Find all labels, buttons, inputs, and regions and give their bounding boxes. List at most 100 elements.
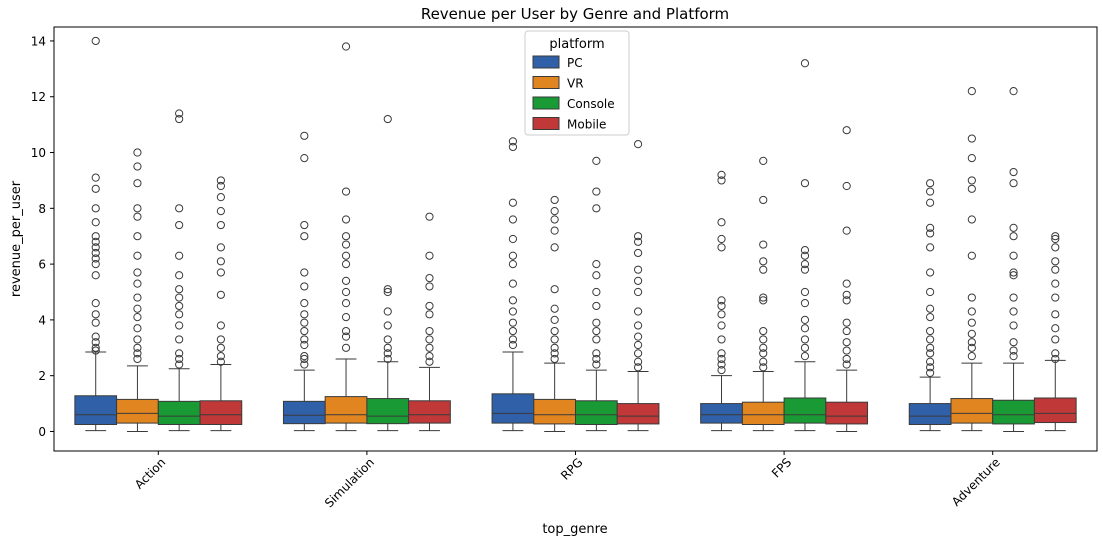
outlier-point xyxy=(300,232,309,241)
box-pc-fps xyxy=(700,170,743,432)
outlier-point xyxy=(550,343,559,352)
legend-label-pc: PC xyxy=(567,56,583,70)
outlier-point xyxy=(926,349,935,358)
box-body xyxy=(700,403,743,424)
outlier-point xyxy=(633,140,643,149)
outlier-point xyxy=(842,338,851,347)
x-tick-label: FPS xyxy=(769,455,794,480)
outlier-point xyxy=(133,162,142,171)
outlier-point xyxy=(800,343,810,352)
outlier-point xyxy=(717,218,726,227)
box-body xyxy=(199,400,243,425)
x-tick-label: Adventure xyxy=(949,455,1003,509)
outlier-point xyxy=(926,343,935,352)
outlier-point xyxy=(800,246,810,255)
legend-swatch-console xyxy=(532,96,560,110)
outlier-point xyxy=(508,142,518,152)
outlier-point xyxy=(133,304,142,313)
outlier-point xyxy=(91,310,100,319)
outlier-point xyxy=(300,335,309,344)
outlier-point xyxy=(1051,243,1060,252)
outlier-point xyxy=(300,220,309,230)
y-axis-label: revenue_per_user xyxy=(9,180,24,297)
outlier-point xyxy=(759,156,768,165)
outlier-point xyxy=(633,357,643,366)
outlier-point xyxy=(216,193,225,202)
y-tick-label: 8 xyxy=(38,202,46,216)
outlier-point xyxy=(300,131,309,140)
y-tick-label: 6 xyxy=(38,258,46,272)
outlier-point xyxy=(800,251,810,260)
box-body xyxy=(1033,397,1077,424)
box-body xyxy=(616,403,660,425)
outlier-point xyxy=(759,265,768,274)
box-console-fps xyxy=(783,59,827,432)
outlier-point xyxy=(91,318,100,327)
outlier-point xyxy=(633,232,643,241)
outlier-point xyxy=(341,232,351,241)
outlier-point xyxy=(1051,310,1060,319)
box-body xyxy=(74,395,118,426)
outlier-point xyxy=(300,340,309,350)
outlier-point xyxy=(759,296,768,305)
box-body xyxy=(741,401,785,425)
outlier-point xyxy=(759,349,768,358)
box-mobile-simulation xyxy=(408,212,451,432)
outlier-point xyxy=(759,195,768,205)
outlier-point xyxy=(717,234,726,244)
outlier-point xyxy=(508,215,518,224)
outlier-point xyxy=(508,251,518,260)
outlier-point xyxy=(300,154,309,163)
outlier-point xyxy=(133,335,142,344)
outlier-point xyxy=(425,343,434,352)
legend-label-vr: VR xyxy=(567,77,584,91)
outlier-point xyxy=(175,220,184,230)
box-console-rpg xyxy=(575,156,618,432)
y-tick-label: 12 xyxy=(31,90,46,104)
outlier-point xyxy=(300,326,309,336)
outlier-point xyxy=(1009,268,1018,277)
outlier-point xyxy=(216,268,225,277)
outlier-point xyxy=(759,363,768,372)
outlier-point xyxy=(300,360,309,369)
outlier-point xyxy=(1051,257,1060,266)
outlier-point xyxy=(383,343,392,352)
outlier-point xyxy=(926,357,935,366)
outlier-point xyxy=(91,218,100,227)
outlier-point xyxy=(508,137,518,146)
outlier-point xyxy=(717,301,726,311)
box-mobile-rpg xyxy=(616,140,660,432)
outlier-point xyxy=(133,212,142,221)
box-mobile-fps xyxy=(825,126,869,432)
outlier-point xyxy=(592,271,601,280)
outlier-point xyxy=(842,181,851,191)
outlier-point xyxy=(341,326,351,336)
outlier-point xyxy=(341,240,351,249)
outlier-point xyxy=(717,310,726,319)
outlier-point xyxy=(91,173,100,182)
outlier-point xyxy=(300,352,309,361)
box-pc-action xyxy=(74,36,118,432)
outlier-point xyxy=(1051,232,1060,241)
outlier-point xyxy=(926,187,935,196)
outlier-point xyxy=(759,343,768,352)
outlier-point xyxy=(717,170,726,179)
outlier-point xyxy=(800,315,810,324)
outlier-point xyxy=(425,301,434,311)
outlier-point xyxy=(842,290,851,299)
outlier-point xyxy=(1009,87,1018,96)
outlier-point xyxy=(1009,307,1018,316)
outlier-point xyxy=(967,184,976,193)
outlier-point xyxy=(926,363,935,372)
outlier-point xyxy=(216,181,225,191)
outlier-point xyxy=(633,363,643,372)
outlier-point xyxy=(91,36,100,46)
outlier-point xyxy=(425,352,434,361)
outlier-point xyxy=(926,198,935,207)
outlier-point xyxy=(842,296,851,305)
outlier-point xyxy=(133,279,142,288)
outlier-point xyxy=(842,326,851,336)
outlier-point xyxy=(1009,293,1018,302)
box-body xyxy=(825,401,869,425)
